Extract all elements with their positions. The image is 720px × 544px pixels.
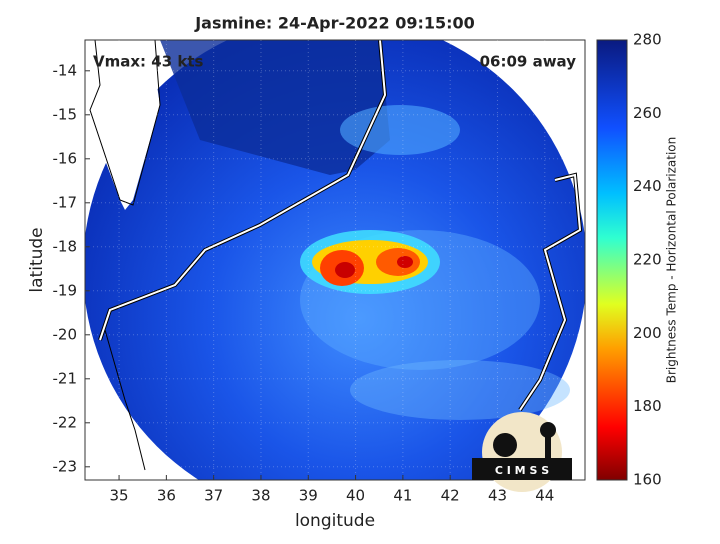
y-tick-label: -17	[53, 193, 78, 211]
y-tick-label: -21	[53, 369, 78, 387]
colorbar-label: Brightness Temp - Horizontal Polarizatio…	[665, 137, 679, 384]
x-tick-label: 38	[251, 487, 270, 505]
logo-text: C I M S S	[495, 464, 549, 477]
y-axis-label: latitude	[27, 227, 47, 292]
x-tick-label: 44	[535, 487, 554, 505]
colorbar-tick-label: 220	[633, 251, 662, 269]
y-tick-label: -23	[53, 457, 78, 475]
y-tick-label: -16	[53, 149, 78, 167]
x-tick-label: 37	[204, 487, 223, 505]
y-tick-label: -22	[53, 413, 78, 431]
colorbar-tick-label: 260	[633, 104, 662, 122]
x-tick-label: 40	[346, 487, 365, 505]
away-annotation: 06:09 away	[480, 53, 577, 71]
x-tick-label: 41	[393, 487, 412, 505]
x-tick-label: 43	[488, 487, 507, 505]
title: Jasmine: 24-Apr-2022 09:15:00	[194, 14, 475, 33]
axes: 35 36 37 38 39 40 41 42 43 44 -14 -15 -16 -17 -18 -19 -2…	[53, 31, 662, 505]
x-tick-label: 39	[299, 487, 318, 505]
swath	[85, 40, 585, 480]
x-tick-label: 35	[110, 487, 129, 505]
colorbar	[596, 39, 628, 481]
colorbar-tick-label: 280	[633, 31, 662, 49]
y-tick-label: -14	[53, 61, 78, 79]
y-tick-label: -19	[53, 281, 78, 299]
logo: C I M S S	[472, 412, 572, 492]
x-axis-label: longitude	[295, 511, 375, 531]
y-tick-label: -18	[53, 237, 78, 255]
y-tick-label: -20	[53, 325, 78, 343]
colorbar-tick-label: 200	[633, 324, 662, 342]
colorbar-tick-label: 240	[633, 177, 662, 195]
x-tick-label: 42	[441, 487, 460, 505]
y-tick-label: -15	[53, 105, 78, 123]
vmax-annotation: Vmax: 43 kts	[93, 53, 203, 71]
x-tick-label: 36	[157, 487, 176, 505]
colorbar-tick-label: 180	[633, 397, 662, 415]
colorbar-tick-label: 160	[633, 471, 662, 489]
plot-frame	[84, 39, 586, 481]
